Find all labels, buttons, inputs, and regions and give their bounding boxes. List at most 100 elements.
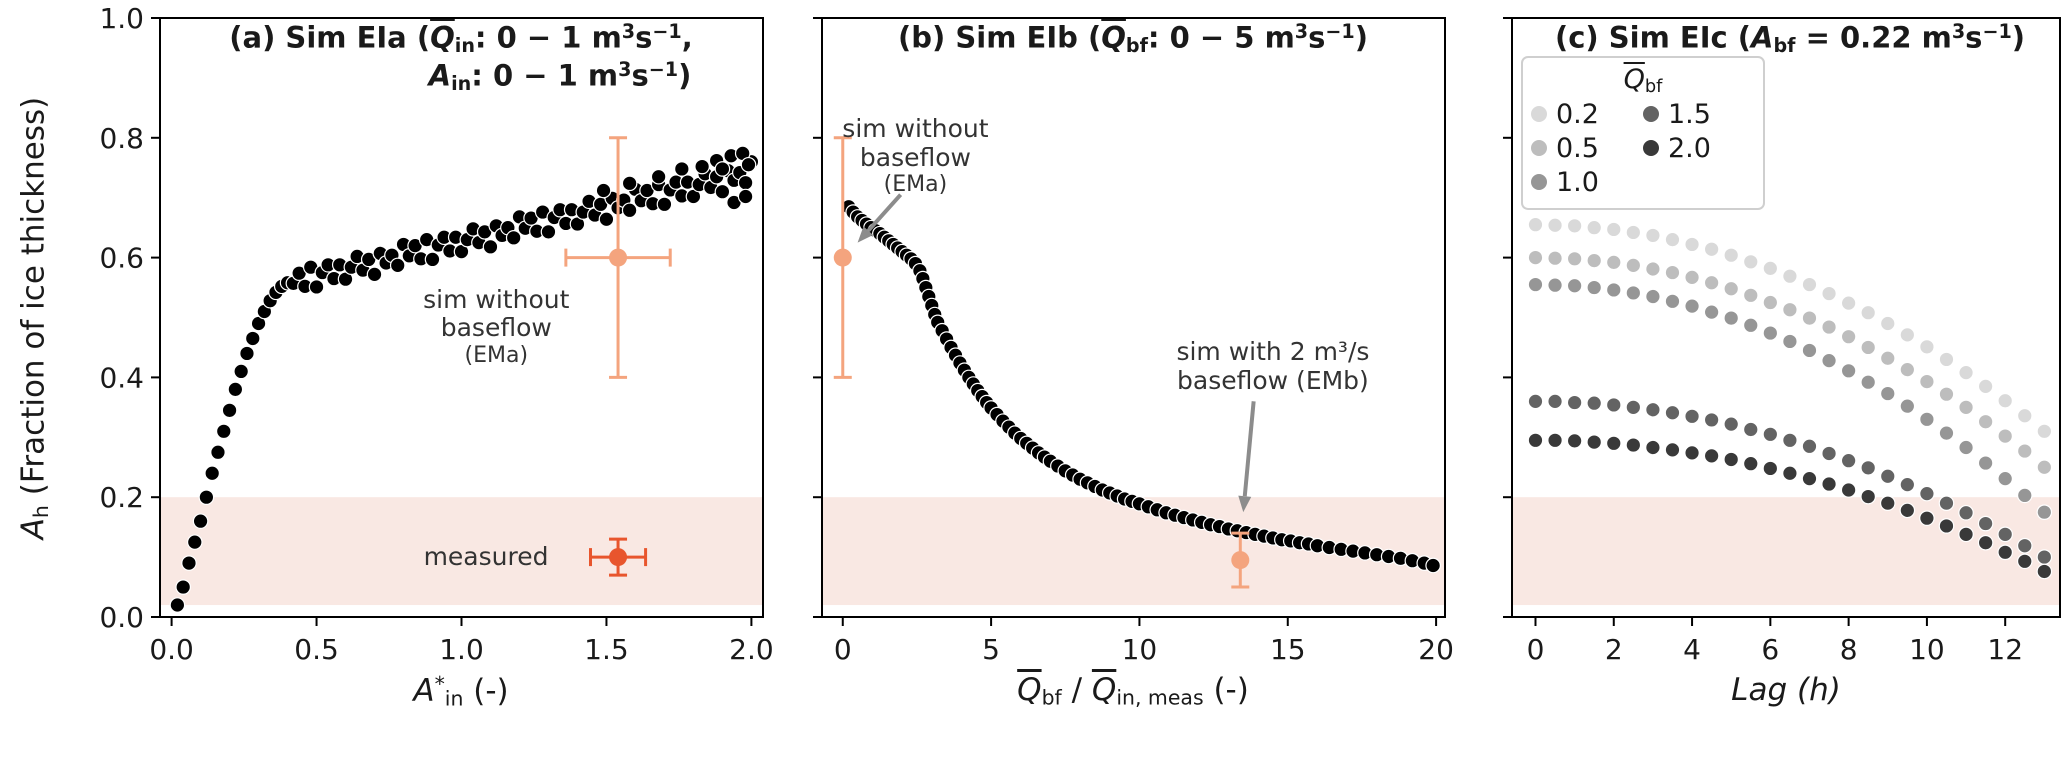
scatter-point <box>598 211 615 228</box>
legend-title: Qbf <box>1623 64 1663 97</box>
scatter-point <box>2016 553 2033 570</box>
annotation-arrow-head <box>1238 495 1252 513</box>
panel-b-x-axis-label: Qbf / Qin, meas (-) <box>1017 672 1249 710</box>
scatter-point <box>1997 526 2013 543</box>
scatter-point <box>1645 401 1661 418</box>
scatter-point <box>1801 276 1818 293</box>
scatter-point <box>1958 504 1974 521</box>
scatter-point <box>1645 227 1661 244</box>
scatter-point <box>1919 510 1935 526</box>
x-tick-label: 15 <box>1270 633 1306 666</box>
legend-marker-icon <box>1531 140 1547 157</box>
scatter-point <box>2036 504 2053 520</box>
scatter-point <box>1840 363 1857 379</box>
scatter-point <box>1566 277 1583 294</box>
scatter-point <box>1879 315 1896 332</box>
annotation-arrow <box>866 193 903 233</box>
scatter-point <box>1977 515 1994 532</box>
x-tick-label: 10 <box>1909 633 1945 666</box>
scatter-point <box>1586 252 1602 269</box>
scatter-point <box>1938 425 1955 441</box>
scatter-point <box>1605 282 1622 298</box>
legend-item: 1.5 <box>1643 99 1755 130</box>
scatter-point <box>389 257 406 274</box>
scatter-point <box>1684 445 1700 461</box>
legend-label: 1.5 <box>1668 98 1711 130</box>
legend-item: 1.0 <box>1531 167 1643 198</box>
scatter-point <box>1684 236 1700 253</box>
scatter-point <box>239 345 255 362</box>
panel-a-title-line1: (a) Sim EIa (Qin: 0 − 1 m3s−1, <box>229 20 693 57</box>
scatter-point <box>1762 460 1779 477</box>
y-tick-label: 0.2 <box>99 481 144 514</box>
scatter-point <box>1919 373 1935 390</box>
error-bar-point <box>1231 551 1250 570</box>
scatter-point <box>1664 293 1681 310</box>
scatter-point <box>1664 264 1681 281</box>
scatter-point <box>1782 268 1798 284</box>
scatter-point <box>1899 476 1916 493</box>
scatter-point <box>1605 397 1622 413</box>
scatter-point <box>1977 378 1994 395</box>
scatter-point <box>482 239 499 255</box>
scatter-point <box>1527 276 1544 293</box>
scatter-point <box>1782 465 1798 482</box>
scatter-point <box>1684 269 1700 286</box>
scatter-point <box>1801 342 1818 359</box>
scatter-point <box>1840 452 1857 469</box>
scatter-point <box>1879 350 1896 367</box>
legend-label: 0.2 <box>1556 98 1599 130</box>
scatter-point <box>1958 439 1974 456</box>
scatter-point <box>1977 455 1994 471</box>
scatter-point <box>1605 435 1622 452</box>
scatter-point <box>1762 325 1779 341</box>
error-bar-point <box>609 548 628 567</box>
scatter-point <box>1860 374 1876 390</box>
panel-c-x-axis-label: Lag (h) <box>1731 672 1841 708</box>
panel-b-title: (b) Sim EIb (Qbf: 0 − 5 m3s−1) <box>898 20 1368 57</box>
scatter-point <box>1977 534 1994 551</box>
scatter-point <box>1938 386 1955 402</box>
scatter-point <box>215 423 232 440</box>
scatter-point <box>714 183 731 200</box>
scatter-point <box>2016 443 2033 459</box>
scatter-point <box>621 175 638 192</box>
scatter-point <box>1645 288 1661 305</box>
scatter-point <box>424 251 441 268</box>
y-tick-label: 0.8 <box>99 122 144 155</box>
x-tick-label: 1.5 <box>584 633 629 666</box>
scatter-point <box>2036 549 2053 565</box>
scatter-point <box>2016 537 2033 554</box>
scatter-point <box>1958 526 1974 543</box>
scatter-point <box>1762 260 1779 277</box>
scatter-point <box>1625 285 1642 301</box>
scatter-point <box>1840 482 1857 498</box>
legend-marker-icon <box>1531 174 1547 191</box>
x-tick-label: 6 <box>1761 633 1779 666</box>
scatter-point <box>595 182 612 199</box>
scatter-point <box>1919 339 1935 355</box>
scatter-point <box>621 202 638 219</box>
scatter-point <box>1605 254 1622 271</box>
scatter-point <box>2036 459 2053 476</box>
scatter-point <box>1547 432 1563 449</box>
y-tick-label: 0.4 <box>99 361 144 394</box>
scatter-point <box>1645 439 1661 456</box>
scatter-point <box>1860 488 1876 505</box>
legend-entries: 0.2 0.5 1.0 1.5 2.0 <box>1531 99 1755 198</box>
scatter-point <box>1879 385 1896 402</box>
scatter-point <box>1527 216 1544 233</box>
panel-c-title: (c) Sim EIc (Abf = 0.22 m3s−1) <box>1554 20 2026 57</box>
scatter-point <box>2016 407 2033 424</box>
x-tick-label: 5 <box>982 633 1000 666</box>
scatter-point <box>1782 301 1798 318</box>
scatter-point <box>1899 398 1916 414</box>
axes-spines <box>1511 17 2061 618</box>
scatter-point <box>227 381 244 398</box>
scatter-point <box>1625 399 1642 416</box>
scatter-point <box>1742 287 1759 304</box>
scatter-point <box>1605 221 1622 238</box>
scatter-point <box>1684 298 1700 314</box>
scatter-point <box>1958 364 1974 381</box>
scatter-point <box>1664 442 1681 458</box>
